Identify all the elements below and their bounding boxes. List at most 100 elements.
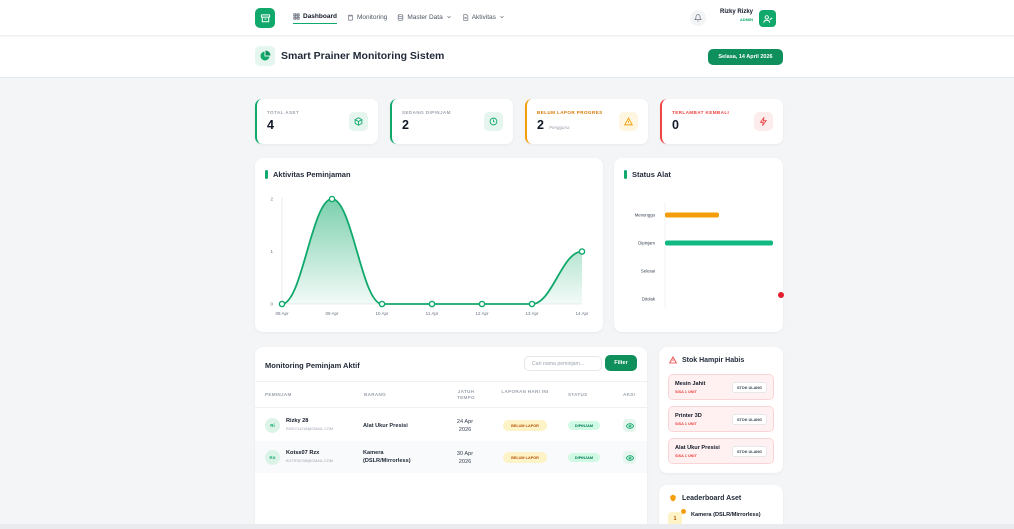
warning-icon [624, 117, 633, 126]
view-button[interactable] [623, 451, 636, 464]
data-point [278, 300, 286, 308]
date-badge: Selasa, 14 April 2026 [708, 49, 783, 65]
stat-icon [754, 112, 773, 131]
avatar: Ko [265, 450, 280, 465]
nav-master-data[interactable]: Master Data [397, 13, 451, 24]
x-tick-label: 11 Apr [426, 311, 439, 316]
status-badge: DIPINJAM [568, 421, 600, 430]
stat-card-terlambat: TERLAMBAT KEMBALI 0 [660, 99, 783, 144]
restock-button[interactable]: STOK ULANG [732, 414, 767, 425]
status-bar [665, 212, 719, 218]
stat-card-total-aset: TOTAL ASET 4 [255, 99, 378, 144]
grid-icon [293, 13, 300, 20]
col-aksi: AKSI [623, 392, 636, 397]
stat-label: TERLAMBAT KEMBALI [672, 110, 730, 115]
data-point [528, 300, 536, 308]
activity-panel: Aktivitas Peminjaman 0 1 2 08 Apr 09 Apr 10 A… [255, 158, 603, 332]
stock-item: Alat Ukur Presisi SISA 1 UNIT STOK ULANG [668, 438, 774, 464]
stock-title-text: Stok Hampir Habis [682, 356, 745, 364]
restock-button[interactable]: STOK ULANG [732, 446, 767, 457]
lightning-icon [759, 117, 768, 126]
stock-item-remaining: SISA 1 UNIT [675, 454, 697, 458]
col-barang: BARANG [364, 392, 386, 397]
table-row: Ko Kotss07 Rzx KOTSS0708@GMAIL.COM Kamer… [255, 441, 647, 473]
rank-badge: 1 [668, 512, 682, 526]
nav-menu: Dashboard Monitoring Master Data Aktivit… [293, 13, 505, 24]
col-status: STATUS [568, 392, 588, 397]
status-bar-chart: Menunggu Dipinjam Selesai Ditolak [635, 202, 773, 308]
view-button[interactable] [623, 419, 636, 432]
stat-sub: Pengguna [549, 125, 570, 130]
top-navbar: Dashboard Monitoring Master Data Aktivit… [0, 0, 1014, 36]
horizontal-scrollbar[interactable] [0, 524, 1014, 529]
borrower-name: Rizky 28 [286, 418, 309, 424]
stock-item-name: Alat Ukur Presisi [675, 445, 720, 451]
stat-icon [484, 112, 503, 131]
clock-icon [489, 117, 498, 126]
borrower-name: Kotss07 Rzx [286, 450, 320, 456]
bell-icon [694, 14, 702, 22]
x-tick-label: 09 Apr [325, 311, 339, 316]
eye-icon [625, 422, 634, 429]
stock-item-remaining: SISA 1 UNIT [675, 390, 697, 394]
clipboard-icon [348, 14, 353, 20]
document-icon [463, 13, 468, 21]
table-header: PEMINJAM BARANG JATUH TEMPO LAPORAN HARI… [255, 381, 647, 408]
leaderboard-item-name: Kamera (DSLR/Mirrorless) [691, 512, 761, 518]
stat-value: 2 [537, 118, 544, 132]
notification-button[interactable] [690, 10, 706, 26]
user-avatar[interactable] [759, 10, 776, 27]
page-icon [255, 46, 275, 66]
nav-aktivitas[interactable]: Aktivitas [462, 13, 505, 24]
app-logo[interactable] [255, 8, 275, 28]
nav-monitoring[interactable]: Monitoring [347, 13, 387, 24]
item-name: Kamera (DSLR/Mirrorless) [363, 450, 411, 464]
monitoring-panel: Monitoring Peminjam Aktif Cari nama pemi… [255, 347, 647, 529]
stat-icon [349, 112, 368, 131]
report-badge: BELUM LAPOR [503, 452, 547, 463]
warning-icon [669, 356, 677, 364]
stat-label: SEDANG DIPINJAM [402, 110, 451, 115]
nav-aktivitas-label: Aktivitas [471, 13, 496, 21]
y-tick-label: 1 [270, 249, 273, 254]
due-date: 30 Apr 2026 [456, 451, 474, 465]
stat-value: 2 [402, 118, 409, 132]
area-fill [282, 199, 582, 304]
category-label: Ditolak [642, 297, 656, 302]
chevron-down-icon [446, 16, 451, 19]
col-peminjam: PEMINJAM [265, 392, 292, 397]
stock-item: Mesin Jahit SISA 1 UNIT STOK ULANG [668, 374, 774, 400]
x-tick-label: 10 Apr [375, 311, 389, 316]
status-badge: DIPINJAM [568, 453, 600, 462]
stat-card-sedang-dipinjam: SEDANG DIPINJAM 2 [390, 99, 513, 144]
stock-item-remaining: SISA 1 UNIT [675, 422, 697, 426]
stat-label: BELUM LAPOR PROGRES [537, 110, 603, 115]
title-accent [265, 170, 268, 179]
x-tick-label: 13 Apr [525, 311, 539, 316]
archive-icon [260, 13, 270, 22]
stock-panel: Stok Hampir Habis Mesin Jahit SISA 1 UNI… [659, 347, 783, 473]
stock-item-name: Mesin Jahit [675, 381, 706, 387]
borrower-email: RIZKY11218@GMAIL.COM [286, 427, 334, 431]
stat-value: 4 [267, 118, 274, 132]
filter-button[interactable]: Filter [605, 355, 637, 371]
status-panel: Status Alat Menunggu Dipinjam Selesai Ditol… [614, 158, 783, 332]
due-date: 24 Apr 2026 [456, 419, 474, 433]
pie-chart-icon [260, 50, 271, 61]
status-indicator-dot [778, 292, 784, 298]
category-label: Dipinjam [638, 241, 655, 246]
page-title: Smart Prainer Monitoring Sistem [281, 50, 445, 62]
user-info[interactable]: Rizky Rizky ADMIN [712, 9, 753, 22]
restock-button[interactable]: STOK ULANG [732, 382, 767, 393]
status-title-text: Status Alat [632, 170, 671, 179]
title-accent [624, 170, 627, 179]
x-tick-label: 14 Apr [575, 311, 589, 316]
rank-dot [681, 509, 686, 514]
shield-icon [670, 494, 676, 502]
search-input[interactable]: Cari nama peminjam... [524, 356, 602, 371]
col-laporan: LAPORAN HARI INI [501, 389, 549, 394]
nav-dashboard[interactable]: Dashboard [293, 13, 337, 24]
leaderboard-panel: Leaderboard Aset 1 Kamera (DSLR/Mirrorle… [659, 485, 783, 529]
data-point [478, 300, 486, 308]
stat-label: TOTAL ASET [267, 110, 300, 115]
